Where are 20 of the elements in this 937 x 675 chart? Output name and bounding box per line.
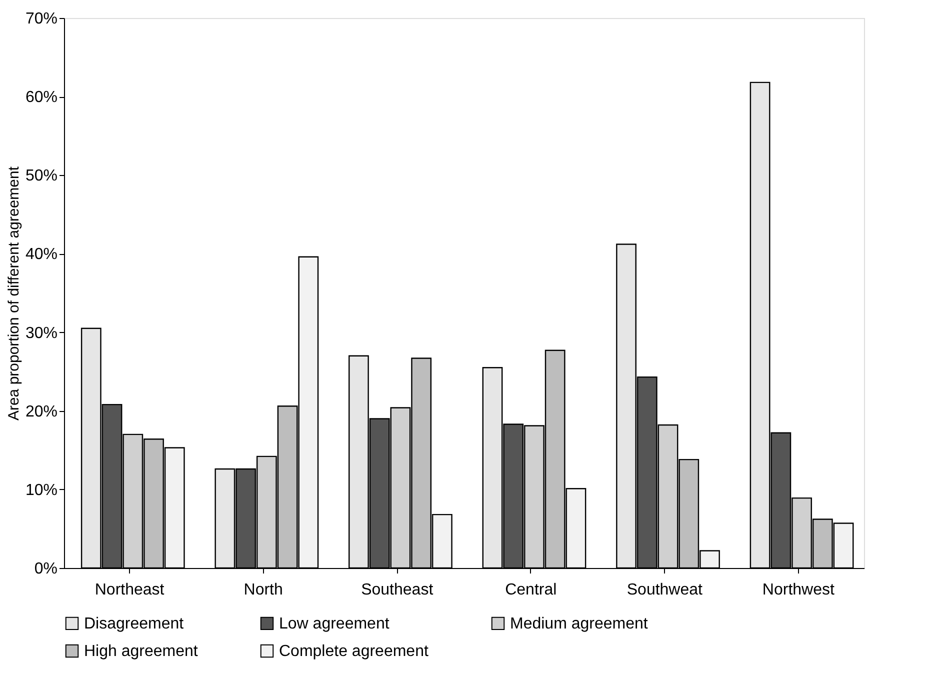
legend-label: Medium agreement — [510, 615, 648, 632]
y-tick-label: 10% — [25, 482, 58, 499]
x-tick-label: Northeast — [94, 582, 165, 598]
legend-label: Disagreement — [84, 615, 184, 632]
y-tick-label: 50% — [25, 168, 58, 185]
legend-label: High agreement — [84, 643, 198, 660]
y-tick-label: 60% — [25, 89, 58, 106]
y-tick-label: 20% — [25, 403, 58, 420]
x-tick-label: Southeast — [361, 582, 434, 598]
x-tick-label: Southweat — [626, 582, 704, 598]
legend-label: Low agreement — [279, 615, 390, 632]
legend-label: Complete agreement — [279, 643, 429, 660]
y-tick-label: 0% — [34, 560, 58, 578]
x-tick-label: Central — [505, 582, 557, 598]
y-axis-title: Area proportion of different agreement — [5, 166, 22, 421]
y-tick-label: 70% — [25, 10, 58, 28]
y-tick-label: 30% — [25, 324, 58, 342]
x-tick-label: North — [244, 582, 283, 598]
x-tick-label: Northwest — [762, 582, 836, 598]
y-tick-label: 40% — [25, 246, 58, 264]
